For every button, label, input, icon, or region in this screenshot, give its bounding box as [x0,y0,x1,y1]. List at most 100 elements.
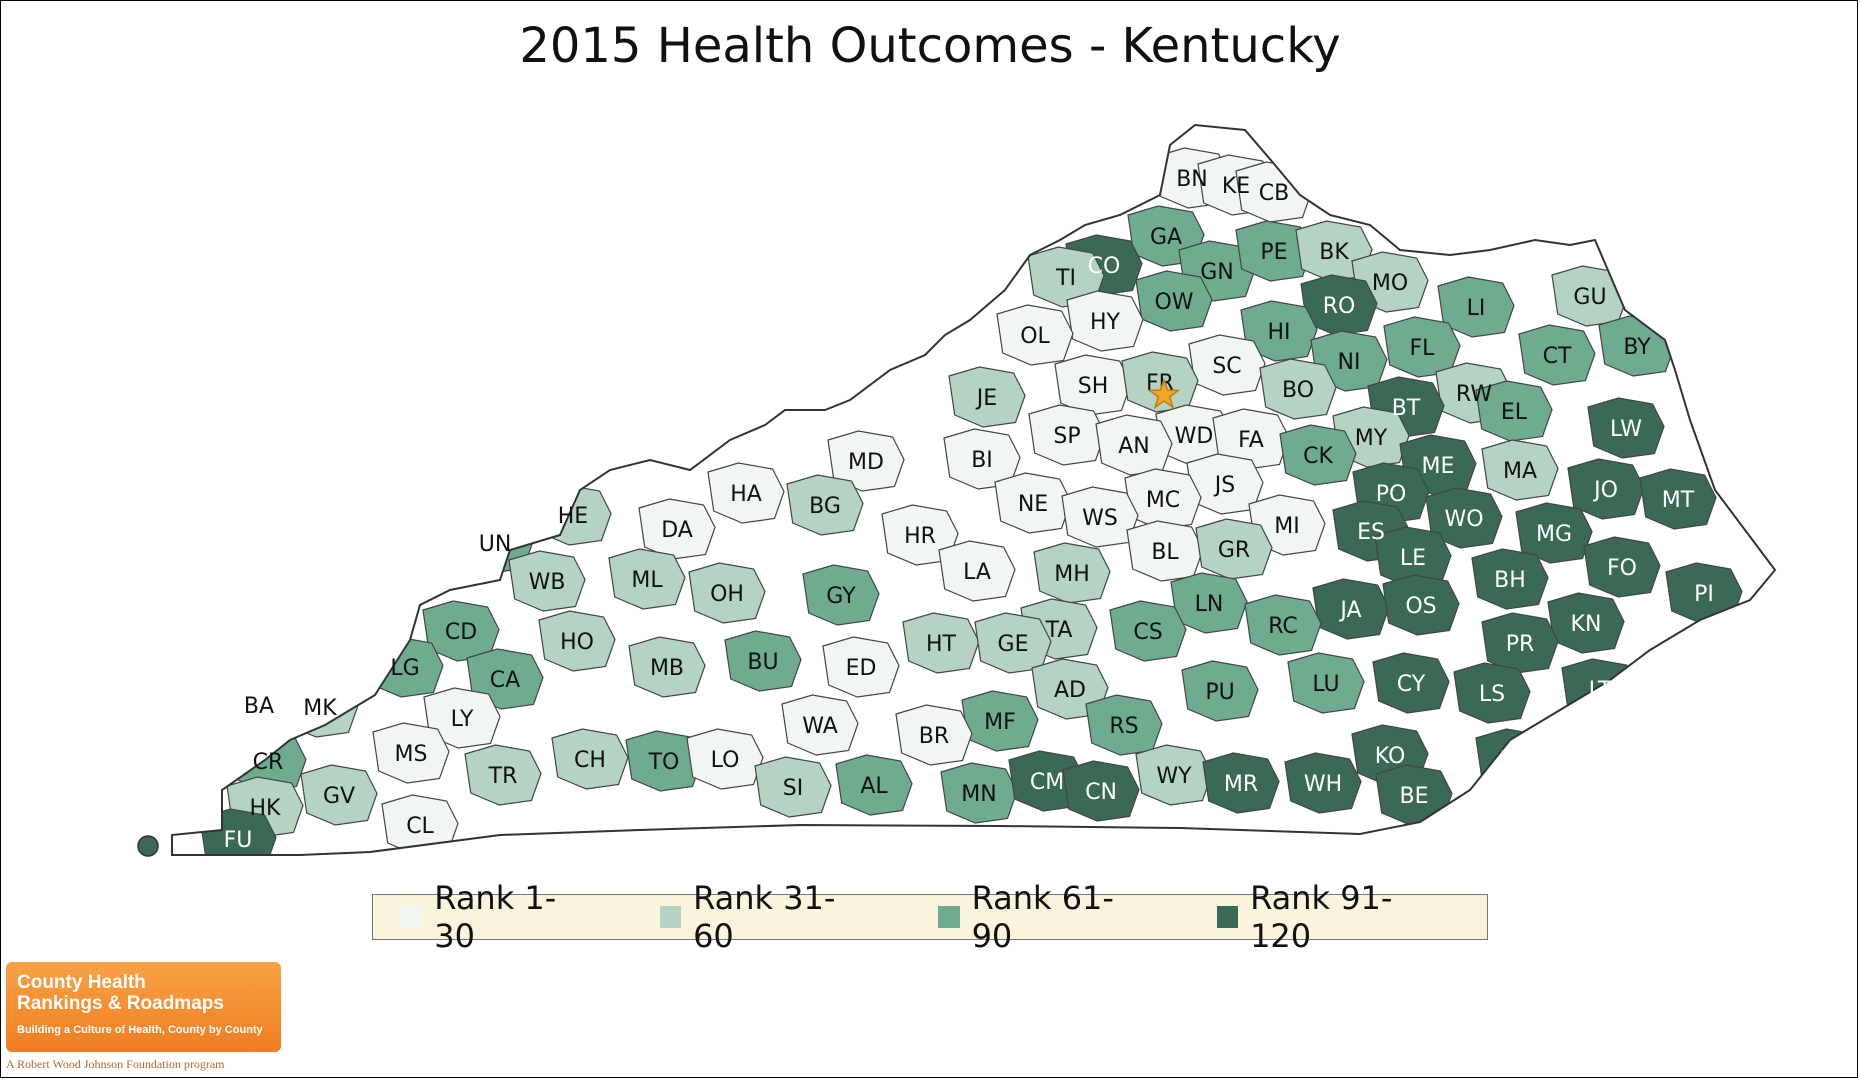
county-label-os: OS [1405,594,1436,619]
county-label-ja: JA [1338,598,1361,623]
county-mn [940,762,1018,824]
county-mf [961,690,1039,752]
county-si [754,756,832,818]
county-wh [1284,752,1362,814]
logo-tagline: Building a Culture of Health, County by … [17,1024,263,1036]
county-pr [1481,612,1559,674]
county-bo [1259,358,1337,420]
county-wb [508,550,586,612]
county-bi [943,428,1021,490]
county-label-co: CO [1088,254,1121,279]
county-label-bu: BU [747,650,778,675]
county-mb [628,636,706,698]
county-label-cl: CL [406,814,434,839]
county-label-bi: BI [971,448,993,473]
county-sh [1054,354,1132,416]
county-cl [381,794,459,855]
county-ho [538,610,616,672]
county-label-md: MD [848,450,884,475]
county-label-pi: PI [1694,582,1714,607]
county-label-me: ME [1422,454,1455,479]
county-label-gn: GN [1200,260,1234,285]
county-label-gy: GY [826,584,856,609]
county-ct [1518,324,1596,386]
county-label-gv: GV [323,784,355,809]
county-label-bh: BH [1494,568,1526,593]
county-gr [1195,518,1273,580]
county-label-js: JS [1213,473,1235,498]
county-label-jo: JO [1592,478,1618,503]
county-label-my: MY [1355,426,1388,451]
county-oh [688,562,766,624]
map-title: 2015 Health Outcomes - Kentucky [519,18,1341,74]
legend-swatch-1 [401,906,423,928]
county-bl [1126,520,1204,582]
county-label-ma: MA [1503,459,1537,484]
county-label-ad: AD [1054,678,1086,703]
county-label-fa: FA [1238,428,1264,453]
county-label-fl: FL [1410,336,1436,361]
county-label-br: BR [919,724,949,749]
county-label-ct: CT [1543,344,1572,369]
county-label-ba: BA [244,694,274,719]
county-label-bt: BT [1392,396,1421,421]
county-label-ho: HO [560,630,594,655]
county-rc [1244,594,1322,656]
county-label-to: TO [648,750,680,775]
legend-label-4: Rank 91-120 [1250,879,1393,955]
county-label-ha: HA [730,482,762,507]
county-label-cn: CN [1085,780,1117,805]
logo-line2: Rankings & Roadmaps [17,993,224,1014]
legend-swatch-4 [1216,906,1239,928]
county-label-bl: BL [1151,540,1179,565]
county-ms [372,722,450,784]
county-pu [1181,660,1259,722]
legend-item-2: Rank 31-60 [659,879,871,955]
county-label-ta: TA [1045,618,1073,643]
legend: Rank 1-30 Rank 31-60 Rank 61-90 Rank 91-120 [372,879,1488,955]
county-label-pu: PU [1205,680,1234,705]
county-label-pe: PE [1260,240,1287,265]
county-label-by: BY [1623,335,1651,360]
county-mh [1033,542,1111,604]
county-label-sc: SC [1212,354,1241,379]
legend-label-1: Rank 1-30 [434,879,557,955]
county-ol [996,304,1074,366]
county-label-wy: WY [1156,764,1192,789]
county-ls [1453,662,1531,724]
county-ch [551,728,629,790]
county-kn [1547,592,1625,654]
county-label-ni: NI [1338,350,1361,375]
county-fr [1121,351,1199,413]
state-outline [171,123,1777,856]
county-label-wb: WB [529,570,566,595]
county-label-tr: TR [488,764,518,789]
county-label-ws: WS [1082,506,1118,531]
county-gy [802,564,880,626]
county-fo [1583,536,1661,598]
county-label-po: PO [1376,482,1407,507]
county-hy [1066,290,1144,352]
county-label-ln: LN [1195,592,1224,617]
county-cn [1062,760,1140,822]
county-label-ch: CH [574,748,606,773]
legend-swatch-2 [659,906,682,928]
county-label-ko: KO [1375,744,1406,769]
county-label-mh: MH [1054,562,1090,587]
county-cs [1109,600,1187,662]
county-wa [781,694,859,756]
county-ha [707,462,785,524]
county-label-mt: MT [1662,488,1695,513]
ky-bend-exclave [137,835,159,857]
county-ht [902,612,980,674]
county-label-ht: HT [926,632,957,657]
legend-label-3: Rank 61-90 [971,879,1114,955]
county-label-da: DA [661,518,693,543]
county-label-an: AN [1118,434,1150,459]
county-lw [1587,397,1665,459]
county-label-bk: BK [1319,240,1349,265]
county-label-mf: MF [984,710,1016,735]
county-label-cd: CD [445,620,477,645]
county-ja [1312,578,1390,640]
county-ml [608,548,686,610]
